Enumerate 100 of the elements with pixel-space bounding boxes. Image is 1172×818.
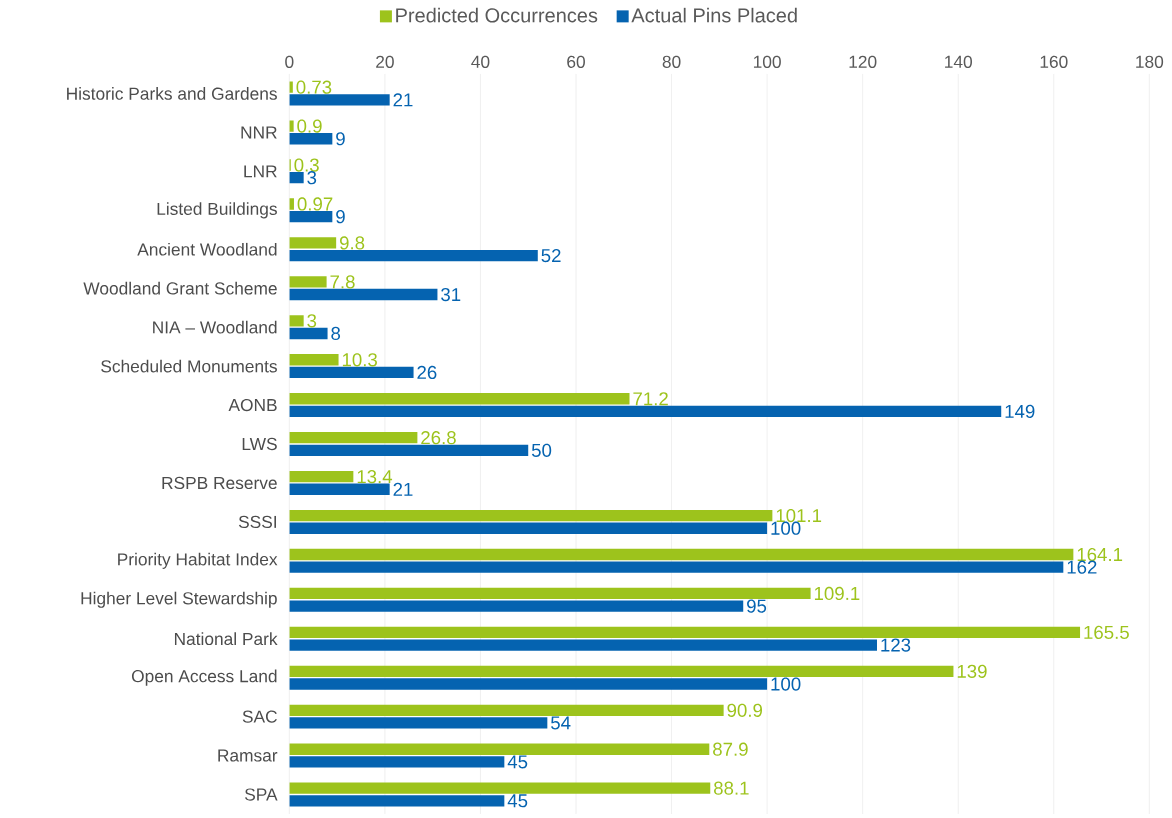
y-tick-label: Listed Buildings [157, 202, 277, 219]
y-tick-label: Ancient Woodland [137, 242, 277, 256]
data-label: 45 [507, 794, 528, 808]
y-tick-label: National Park [174, 632, 278, 646]
x-tick-label: 60 [567, 55, 585, 68]
bar [289, 405, 1002, 418]
bar [289, 548, 1074, 561]
bar [289, 522, 768, 534]
data-label: 162 [1067, 560, 1097, 574]
data-label: 52 [541, 248, 561, 263]
data-label: 149 [1005, 404, 1035, 418]
bar [289, 444, 529, 456]
x-tick-label: 100 [753, 55, 781, 68]
bar [289, 678, 768, 690]
x-tick-label: 180 [1136, 55, 1164, 68]
y-tick-label: Woodland Grant Scheme [83, 281, 277, 295]
data-label: 87.9 [713, 742, 748, 756]
x-tick-label: 40 [471, 55, 490, 68]
bar [289, 315, 304, 327]
bar [289, 198, 294, 210]
data-label: 9 [336, 132, 345, 146]
data-label: 0.97 [297, 197, 333, 211]
y-tick-label: RSPB Reserve [162, 476, 277, 490]
x-tick-label: 20 [376, 55, 394, 68]
data-label: 100 [771, 677, 801, 691]
bar [289, 743, 710, 755]
y-tick-label: NNR [241, 126, 277, 139]
bar [289, 717, 548, 729]
x-tick-label: 0 [285, 55, 294, 68]
data-label: 95 [747, 599, 767, 613]
bar [289, 276, 327, 288]
data-label: 123 [881, 638, 911, 652]
data-label: 0.73 [296, 80, 332, 94]
data-label: 109.1 [814, 586, 860, 601]
data-label: 50 [531, 443, 552, 457]
y-tick-label: Priority Habitat Index [118, 552, 278, 569]
legend-label: Predicted Occurrences [396, 7, 598, 23]
x-tick-label: 140 [945, 55, 973, 68]
data-label: 101.1 [776, 508, 822, 523]
bar [289, 81, 293, 93]
bar [289, 509, 773, 522]
data-label: 0.9 [297, 119, 322, 133]
bar [289, 327, 328, 340]
bar [289, 483, 390, 495]
bar [289, 210, 333, 223]
bar [289, 354, 339, 366]
y-tick-label: Higher Level Stewardship [81, 591, 277, 608]
data-label: 3 [307, 314, 317, 328]
legend-label: Actual Pins Placed [631, 7, 797, 23]
bar [289, 393, 630, 405]
data-label: 26.8 [421, 431, 456, 445]
bar [289, 626, 1081, 639]
data-label: 9.8 [339, 236, 365, 250]
bar [289, 782, 711, 794]
bar [289, 431, 418, 444]
y-tick-label: SAC [242, 710, 277, 723]
data-label: 71.2 [633, 392, 668, 406]
data-label: 100 [771, 521, 801, 535]
bar [289, 561, 1064, 573]
y-tick-label: LNR [244, 165, 277, 178]
data-label: 9 [336, 210, 345, 224]
bar [289, 172, 304, 184]
bar [289, 249, 538, 262]
data-label: 7.8 [330, 275, 355, 289]
y-tick-label: LWS [242, 437, 277, 451]
data-label: 13.4 [357, 469, 393, 484]
x-tick-label: 80 [662, 55, 681, 68]
bar [289, 795, 505, 807]
data-label: 0.3 [294, 158, 319, 172]
bar [289, 756, 505, 768]
y-tick-label: Ramsar [218, 749, 278, 762]
data-label: 31 [441, 287, 461, 302]
data-label: 21 [393, 482, 413, 496]
y-tick-label: Scheduled Monuments [101, 359, 277, 373]
y-tick-label: AONB [228, 398, 277, 412]
bar [289, 237, 337, 249]
data-label: 54 [551, 716, 571, 730]
bar [289, 366, 414, 379]
y-tick-label: SPA [245, 788, 278, 801]
data-label: 139 [957, 664, 987, 678]
bar [289, 133, 333, 145]
y-tick-label: Open Access Land [131, 669, 277, 686]
bar [289, 470, 354, 483]
bar [289, 639, 877, 651]
data-label: 8 [331, 326, 341, 341]
bar [289, 665, 954, 678]
data-label: 164.1 [1077, 547, 1123, 562]
bar [289, 94, 390, 106]
bar [289, 120, 294, 132]
y-tick-label: SSSI [238, 515, 277, 529]
data-label: 26 [417, 365, 437, 380]
y-tick-label: NIA – Woodland [153, 320, 277, 334]
bar [289, 704, 724, 716]
bar [289, 600, 744, 612]
x-tick-label: 160 [1040, 55, 1068, 68]
y-tick-label: Historic Parks and Gardens [67, 87, 277, 100]
data-label: 90.9 [727, 703, 763, 717]
data-label: 45 [507, 755, 528, 769]
x-tick-label: 120 [849, 55, 877, 68]
data-label: 165.5 [1084, 625, 1129, 640]
